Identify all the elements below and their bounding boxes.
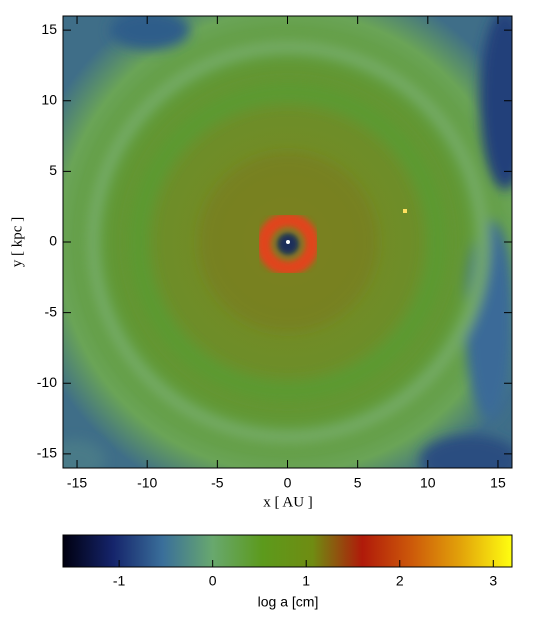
y-axis-label: y [ kpc ] — [9, 217, 25, 267]
colorbar — [62, 534, 513, 568]
colorbar-tick-label: 0 — [209, 573, 217, 589]
colorbar-label: log a [cm] — [258, 594, 319, 610]
y-tick-label: 0 — [49, 233, 57, 249]
y-tick-label: 10 — [41, 91, 57, 107]
x-tick-label: 0 — [284, 475, 292, 491]
x-tick-label: 5 — [354, 475, 362, 491]
y-tick-label: -15 — [37, 445, 57, 461]
colorbar-tick-label: 3 — [489, 573, 497, 589]
y-tick-label: 15 — [41, 21, 57, 37]
x-tick-label: -5 — [211, 475, 224, 491]
heatmap-field — [63, 16, 512, 468]
x-tick-label: 15 — [490, 475, 506, 491]
y-tick-label: -10 — [37, 374, 57, 390]
x-axis-label: x [ AU ] — [263, 494, 313, 510]
x-tick-label: -15 — [67, 475, 87, 491]
colorbar-tick-label: 1 — [302, 573, 310, 589]
x-tick-label: 10 — [420, 475, 436, 491]
x-tick-label: -10 — [137, 475, 157, 491]
colorbar-tick-label: 2 — [396, 573, 404, 589]
y-tick-label: 5 — [49, 162, 57, 178]
y-tick-label: -5 — [45, 303, 58, 319]
colorbar-tick-label: -1 — [113, 573, 126, 589]
